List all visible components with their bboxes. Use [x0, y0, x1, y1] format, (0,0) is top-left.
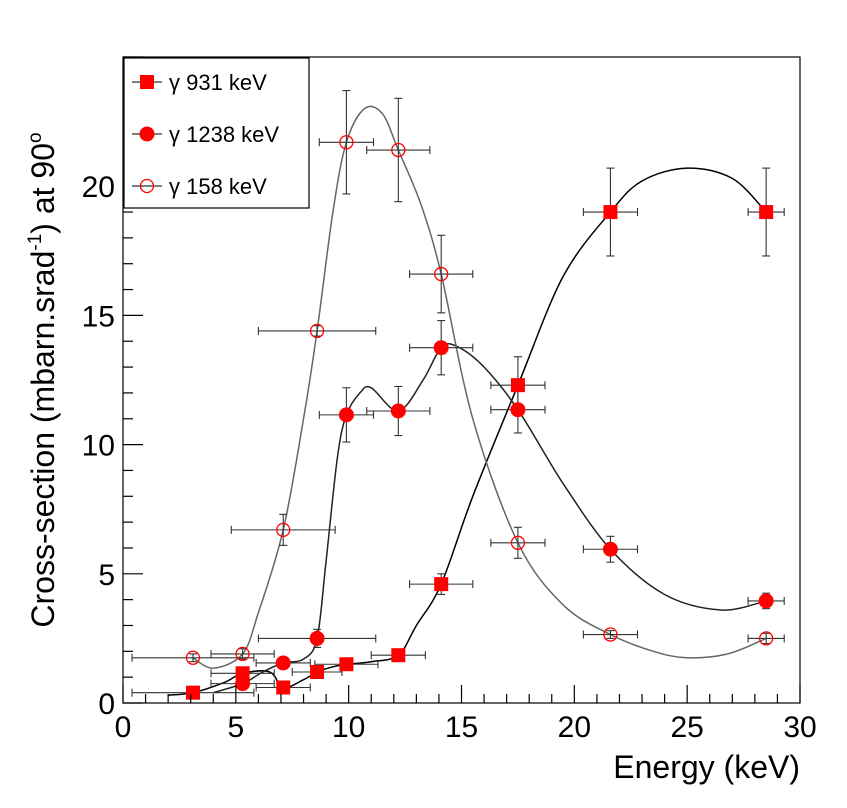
fit-curve-series-1: [213, 343, 767, 694]
data-markers: [185, 135, 774, 700]
y-axis-title-mid: ) at 90: [25, 143, 61, 234]
data-point-series-2: [235, 646, 250, 662]
y-axis-title-sup1: -1: [25, 234, 46, 251]
data-point-series-1: [510, 402, 526, 418]
legend-box: [123, 57, 310, 209]
data-point-series-0: [510, 378, 525, 393]
data-point-series-1: [235, 676, 251, 692]
y-axis-title-main: Cross-section (mbarn.srad: [25, 251, 61, 628]
fit-curve-series-2: [192, 105, 767, 669]
x-tick-label: 15: [445, 711, 478, 744]
x-tick-label: 30: [783, 711, 816, 744]
data-point-series-1: [275, 655, 291, 671]
data-point-series-1: [309, 630, 325, 646]
x-tick-label: 25: [670, 711, 703, 744]
data-point-series-0: [759, 205, 774, 220]
data-point-series-0: [391, 648, 406, 663]
legend-label: γ 1238 keV: [169, 122, 279, 147]
legend-marker: [140, 75, 154, 89]
data-point-series-2: [185, 650, 201, 665]
x-tick-label: 0: [115, 711, 132, 744]
data-point-series-0: [276, 680, 291, 695]
data-point-series-2: [759, 631, 774, 646]
data-point-series-1: [390, 403, 406, 419]
data-point-series-2: [391, 142, 406, 158]
legend-entries: γ 931 keV γ 1238 keV γ 158 keV: [132, 70, 279, 199]
data-point-series-2: [339, 135, 354, 150]
data-point-series-2: [276, 522, 291, 538]
data-point-series-0: [434, 577, 449, 592]
data-point-series-1: [433, 340, 449, 356]
data-point-series-0: [235, 666, 250, 681]
legend-marker: [139, 126, 155, 142]
y-tick-label: 20: [82, 171, 115, 204]
y-axis-title: Cross-section (mbarn.srad-1) at 90o: [25, 132, 61, 627]
x-tick-label: 5: [227, 711, 244, 744]
data-point-series-2: [603, 627, 618, 642]
data-point-series-0: [339, 657, 354, 672]
y-tick-label: 5: [98, 559, 115, 592]
legend-label: γ 158 keV: [169, 174, 267, 199]
data-point-series-0: [603, 205, 618, 220]
x-tick-label: 10: [332, 711, 365, 744]
y-axis-title-sup2: o: [25, 132, 46, 143]
x-axis-ticks: 0 5 10 15 20 25 30: [115, 685, 817, 744]
y-tick-label: 0: [98, 688, 115, 721]
data-point-series-1: [602, 541, 618, 557]
data-point-series-2: [510, 535, 526, 550]
data-point-series-2: [434, 266, 449, 282]
y-tick-label: 15: [82, 300, 115, 333]
x-tick-label: 20: [558, 711, 591, 744]
legend-label: γ 931 keV: [169, 70, 267, 95]
legend-marker: [139, 178, 155, 194]
data-point-series-2: [309, 323, 325, 339]
y-tick-label: 10: [82, 430, 115, 463]
legend: γ 931 keV γ 1238 keV γ 158 keV: [123, 57, 310, 209]
data-point-series-1: [338, 407, 354, 423]
data-point-series-1: [758, 593, 774, 609]
data-point-series-0: [185, 685, 200, 700]
x-axis-title: Energy (keV): [613, 749, 800, 785]
data-point-series-0: [310, 664, 325, 679]
